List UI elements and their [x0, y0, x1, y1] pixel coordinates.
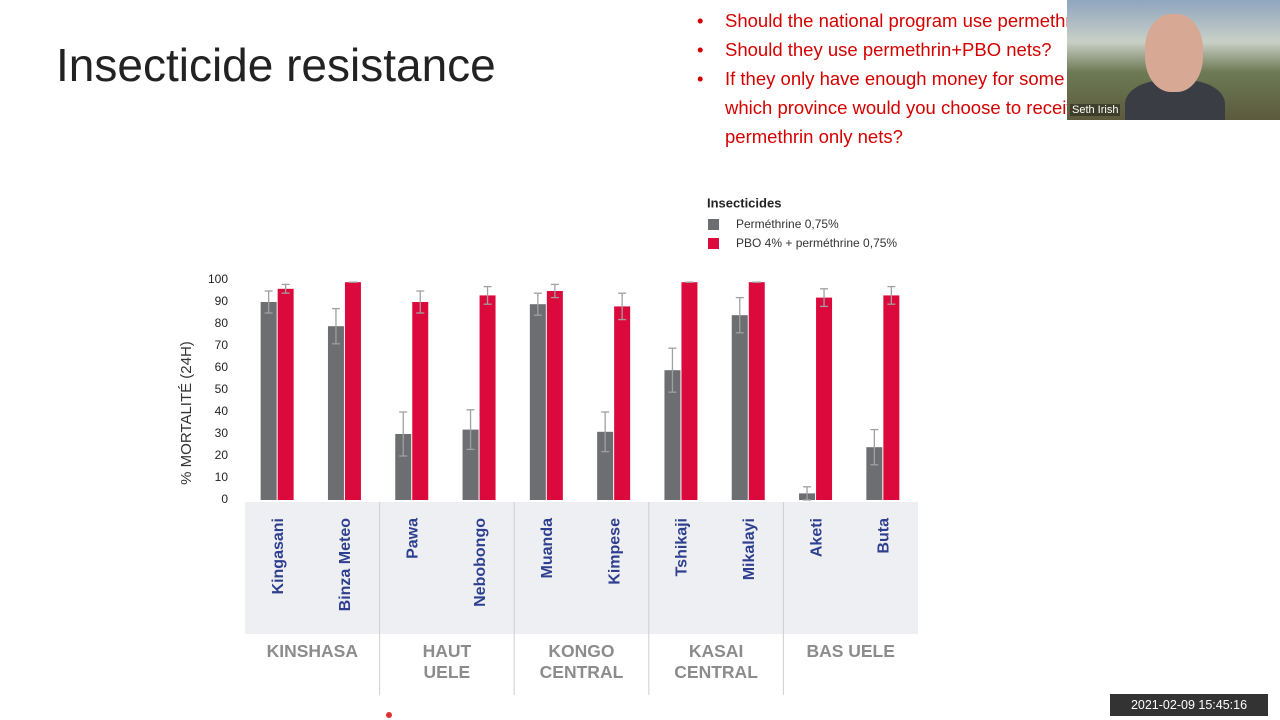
- group-label: KINSHASA: [266, 641, 358, 661]
- y-tick-label: 60: [215, 360, 229, 374]
- person-face: [1145, 14, 1203, 92]
- cursor-dot: [386, 712, 392, 718]
- bar: [395, 434, 412, 500]
- error-bar: [887, 285, 896, 305]
- y-tick-label: 20: [215, 448, 229, 462]
- error-bar: [550, 283, 559, 299]
- error-bar: [668, 347, 677, 393]
- bullet-list: Should the national program use permethr…: [697, 6, 1177, 151]
- bar: [327, 326, 344, 500]
- x-tick-label: Kimpese: [606, 518, 623, 585]
- group-label: BAS UELE: [806, 641, 895, 661]
- bar: [748, 282, 765, 500]
- y-tick-label: 30: [215, 426, 229, 440]
- bar: [529, 304, 546, 500]
- legend-label: PBO 4% + perméthrine 0,75%: [736, 236, 897, 250]
- group-label: HAUT UELE: [422, 641, 472, 682]
- error-bar: [483, 285, 492, 305]
- error-bar: [735, 296, 744, 334]
- error-bar: [466, 409, 475, 451]
- bar: [866, 447, 883, 500]
- x-tick-label: Nebobongo: [472, 518, 489, 607]
- group-label: KASAI CENTRAL: [674, 641, 758, 682]
- bar: [681, 282, 698, 500]
- error-bar: [264, 290, 273, 314]
- y-tick-label: 70: [215, 338, 229, 352]
- x-tick-label: Pawa: [404, 518, 421, 559]
- bar: [816, 297, 833, 500]
- error-bar: [533, 292, 542, 316]
- y-tick-label: 40: [215, 404, 229, 418]
- x-tick-label: Binza Meteo: [337, 518, 354, 612]
- y-tick-label: 90: [215, 294, 229, 308]
- x-tick-label: Kingasani: [270, 518, 287, 594]
- error-bar: [331, 307, 340, 345]
- error-bar: [399, 411, 408, 457]
- error-bar: [416, 290, 425, 314]
- bar: [277, 288, 294, 500]
- bar: [344, 282, 361, 500]
- y-tick-label: 100: [208, 272, 228, 286]
- bar: [479, 295, 496, 500]
- group-label: KONGO CENTRAL: [539, 641, 624, 682]
- x-tick-label: Buta: [876, 518, 893, 554]
- bar: [614, 306, 631, 500]
- bar: [664, 370, 681, 500]
- slide-title: Insecticide resistance: [56, 39, 496, 91]
- legend-swatch: [708, 238, 719, 249]
- bar: [260, 302, 277, 500]
- legend-swatch: [708, 219, 719, 230]
- timestamp: 2021-02-09 15:45:16: [1110, 694, 1268, 716]
- bullet: Should the national program use permethr…: [697, 6, 1177, 35]
- bar: [731, 315, 748, 500]
- error-bar: [601, 411, 610, 453]
- bar: [546, 291, 563, 500]
- category-band: [245, 502, 918, 634]
- x-tick-label: Mikalayi: [741, 518, 758, 580]
- bar: [883, 295, 900, 500]
- y-tick-label: 80: [215, 316, 229, 330]
- video-thumbnail: Seth Irish: [1067, 0, 1280, 120]
- bar: [597, 431, 614, 500]
- x-tick-label: Tshikaji: [674, 518, 691, 576]
- x-tick-label: Muanda: [539, 518, 556, 579]
- y-tick-label: 0: [221, 492, 228, 506]
- y-axis-label: % MORTALITÉ (24H): [178, 341, 195, 485]
- bullet: If they only have enough money for some …: [697, 64, 1177, 151]
- bullet: Should they use permethrin+PBO nets?: [697, 35, 1177, 64]
- y-tick-label: 50: [215, 382, 229, 396]
- error-bar: [870, 428, 879, 466]
- x-tick-label: Aketi: [808, 518, 825, 557]
- legend-label: Perméthrine 0,75%: [736, 217, 839, 231]
- error-bar: [820, 288, 829, 308]
- y-tick-label: 10: [215, 470, 229, 484]
- participant-name: Seth Irish: [1070, 104, 1121, 116]
- error-bar: [281, 283, 290, 294]
- error-bar: [803, 486, 812, 501]
- error-bar: [618, 292, 627, 321]
- bar: [462, 429, 479, 500]
- legend-title: Insecticides: [707, 195, 781, 210]
- bar: [412, 302, 429, 500]
